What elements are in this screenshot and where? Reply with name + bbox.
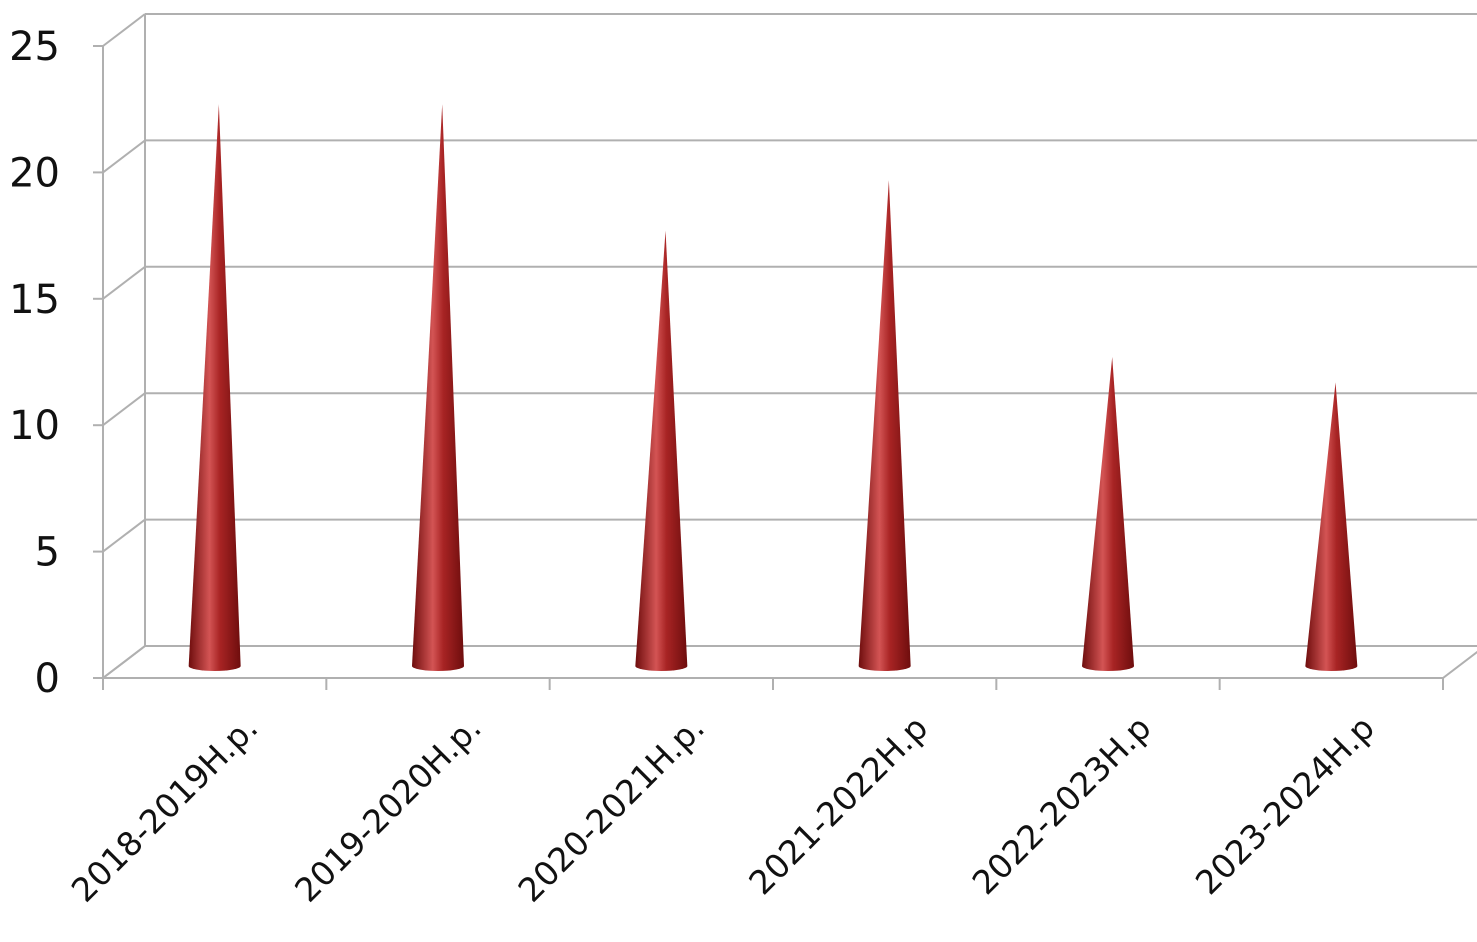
cone-body xyxy=(858,180,911,671)
cone-bar xyxy=(635,230,688,671)
cone-bar xyxy=(858,180,911,671)
cone-body xyxy=(1305,382,1358,671)
gridline-side xyxy=(102,392,146,426)
y-tick-label: 0 xyxy=(35,656,60,702)
x-tick-label: 2022-2023H.p xyxy=(965,708,1159,902)
gridline-side xyxy=(102,13,146,47)
y-tick-label: 10 xyxy=(9,403,60,449)
x-tick-label: 2018-2019H.p. xyxy=(64,708,266,910)
cone-body xyxy=(1082,357,1134,671)
axes xyxy=(93,14,1477,690)
y-tick-label: 20 xyxy=(9,150,60,196)
cone-bar xyxy=(412,104,464,672)
gridline-side xyxy=(102,139,146,174)
cone-body xyxy=(635,230,688,671)
x-tick-label: 2021-2022H.p xyxy=(741,708,935,902)
y-tick-label: 5 xyxy=(35,530,60,576)
cone-body xyxy=(188,104,241,672)
y-tick-label: 15 xyxy=(9,277,60,323)
x-tick-label: 2020-2021H.p. xyxy=(510,708,712,910)
cone-bar xyxy=(188,104,241,672)
cones xyxy=(188,104,1358,672)
y-tick-label: 25 xyxy=(9,24,60,70)
x-tick-label: 2019-2020H.p. xyxy=(287,708,489,910)
x-tick-label: 2023-2024H.p xyxy=(1188,708,1382,902)
grid xyxy=(102,13,1477,679)
gridline-side xyxy=(102,266,146,300)
cone-body xyxy=(412,104,464,672)
floor xyxy=(100,645,1477,679)
cone-bar xyxy=(1305,382,1358,671)
cone-bar xyxy=(1082,357,1134,671)
gridline-side xyxy=(102,518,146,553)
